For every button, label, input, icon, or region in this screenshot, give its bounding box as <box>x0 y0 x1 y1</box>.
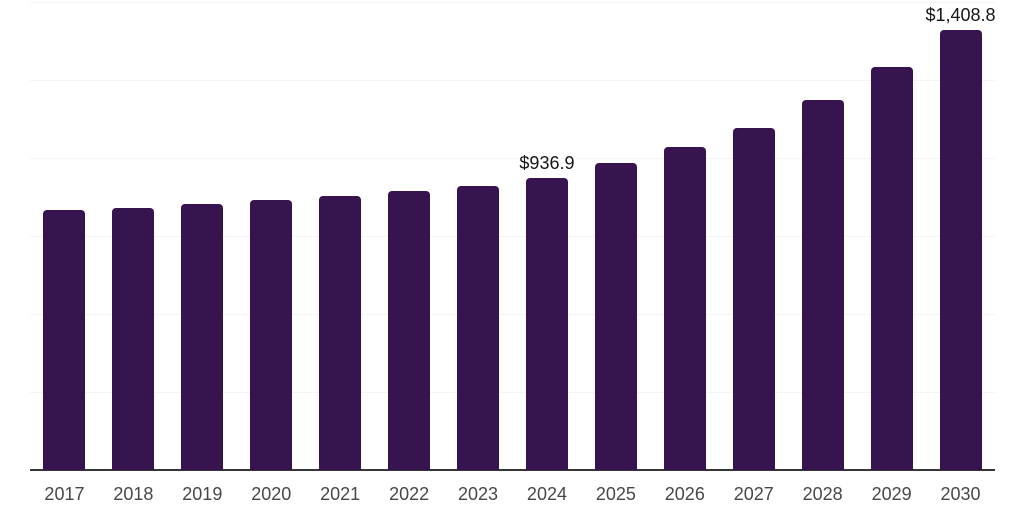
bar-2029[interactable] <box>870 67 913 470</box>
data-label-2024: $936.9 <box>519 152 575 173</box>
bar-2018[interactable] <box>112 208 155 470</box>
x-label-2020: 2020 <box>251 484 292 504</box>
gridline-500 <box>30 314 995 315</box>
bar-2023[interactable] <box>457 186 500 470</box>
x-label-2025: 2025 <box>595 484 636 504</box>
bar-2022[interactable] <box>388 191 431 470</box>
x-label-2021: 2021 <box>320 484 361 504</box>
bar-2027[interactable] <box>732 127 775 470</box>
x-label-2030: 2030 <box>940 484 981 504</box>
bar-2024[interactable] <box>525 177 568 470</box>
x-label-2023: 2023 <box>458 484 499 504</box>
gridline-1500 <box>30 2 995 3</box>
bar-2028[interactable] <box>801 99 844 470</box>
gridline-250 <box>30 392 995 393</box>
bar-2017[interactable] <box>43 210 86 470</box>
x-label-2018: 2018 <box>113 484 154 504</box>
bar-2025[interactable] <box>594 163 637 470</box>
bar-2026[interactable] <box>663 147 706 470</box>
bar-2020[interactable] <box>250 199 293 470</box>
data-label-2030: $1,408.8 <box>925 5 996 26</box>
x-label-2019: 2019 <box>182 484 223 504</box>
gridline-1000 <box>30 158 995 159</box>
x-label-2028: 2028 <box>802 484 843 504</box>
x-label-2017: 2017 <box>44 484 85 504</box>
gridline-750 <box>30 236 995 237</box>
x-label-2029: 2029 <box>871 484 912 504</box>
x-label-2024: 2024 <box>526 484 567 504</box>
x-label-2027: 2027 <box>733 484 774 504</box>
x-axis-line <box>30 469 995 471</box>
bar-2030[interactable] <box>939 30 982 470</box>
bar-2019[interactable] <box>181 203 224 470</box>
bar-2021[interactable] <box>319 196 362 470</box>
x-label-2026: 2026 <box>664 484 705 504</box>
x-label-2022: 2022 <box>389 484 430 504</box>
gridline-1250 <box>30 80 995 81</box>
